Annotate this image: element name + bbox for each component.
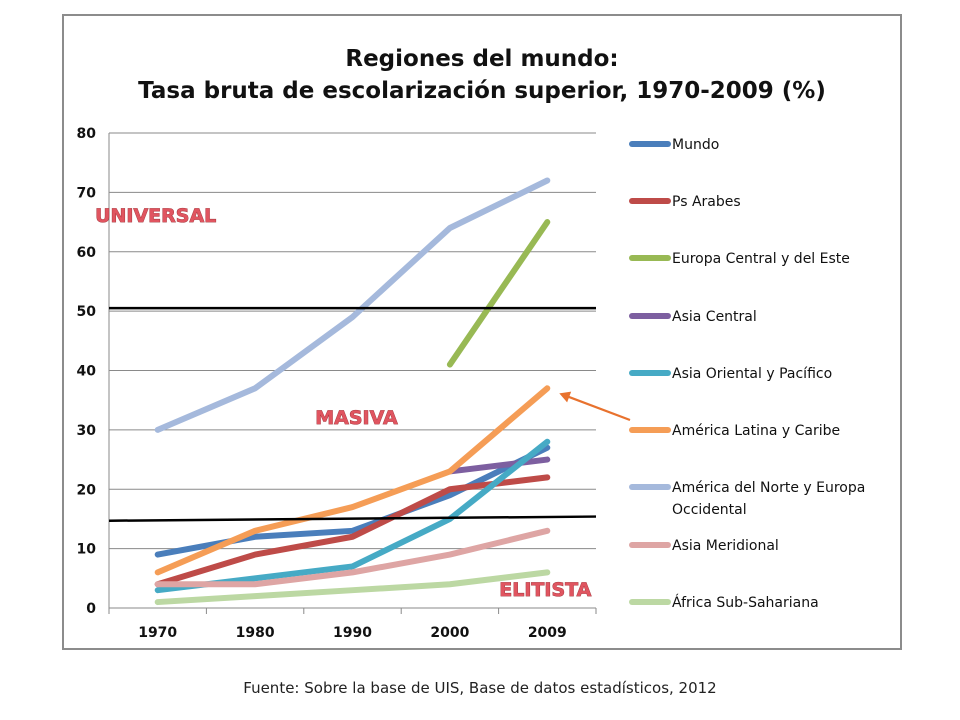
callout-arrow-head — [559, 391, 572, 403]
x-tick-label: 1980 — [236, 625, 275, 641]
series-layer — [154, 177, 551, 606]
zone-label-masiva: MASIVA — [315, 407, 398, 429]
series-line-7 — [154, 527, 551, 588]
chart-subtitle: Tasa bruta de escolarización superior, 1… — [138, 78, 826, 104]
y-tick-label: 70 — [77, 185, 97, 201]
reference-lines — [108, 306, 597, 522]
legend-label-2: Europa Central y del Este — [672, 251, 850, 267]
annotations: UNIVERSAL MASIVA ELITISTA — [95, 205, 631, 602]
series-line-2 — [446, 219, 551, 368]
chart-frame: Regiones del mundo: Tasa bruta de escola… — [62, 14, 902, 650]
y-tick-label: 20 — [77, 482, 97, 498]
legend-label-3: Asia Central — [672, 309, 757, 325]
x-tick-label: 1970 — [138, 625, 177, 641]
x-tick-label: 2000 — [430, 625, 469, 641]
zone-label-universal: UNIVERSAL — [95, 205, 216, 227]
threshold-line-1 — [108, 515, 597, 522]
x-tick-label: 2009 — [528, 625, 567, 641]
x-tick-label: 1990 — [333, 625, 372, 641]
y-tick-label: 60 — [77, 245, 97, 261]
y-tick-label: 50 — [77, 304, 97, 320]
series-line-5 — [154, 385, 551, 576]
y-tick-label: 40 — [77, 364, 97, 380]
source-note: Fuente: Sobre la base de UIS, Base de da… — [243, 679, 717, 697]
axis-layer: 0 10 20 30 40 50 60 70 80 1970 1980 1990 2000 2009 — [77, 126, 597, 641]
legend-label-6: América del Norte y Europa Occidental — [672, 480, 865, 518]
series-line-6 — [154, 177, 551, 433]
legend-label-5: América Latina y Caribe — [672, 423, 840, 439]
y-tick-label: 0 — [86, 601, 96, 617]
chart-title: Regiones del mundo: — [345, 46, 618, 72]
series-line-8 — [154, 569, 551, 606]
grid-layer — [109, 132, 596, 550]
series-line-3 — [446, 456, 551, 475]
legend-label-1: Ps Arabes — [672, 194, 741, 210]
line-chart: Regiones del mundo: Tasa bruta de escola… — [77, 46, 866, 641]
legend-label-0: Mundo — [672, 137, 719, 153]
y-tick-label: 10 — [77, 542, 97, 558]
legend-label-4: Asia Oriental y Pacífico — [672, 366, 832, 382]
legend-label-8: África Sub-Sahariana — [672, 594, 819, 611]
series-line-1 — [154, 474, 551, 588]
legend-label-7: Asia Meridional — [672, 538, 779, 554]
zone-label-elitista: ELITISTA — [499, 579, 591, 601]
y-tick-label: 80 — [77, 126, 97, 142]
legend: Mundo Ps Arabes Europa Central y del Este A… — [629, 137, 865, 611]
y-tick-label: 30 — [77, 423, 97, 439]
callout-arrow-line — [564, 394, 631, 422]
